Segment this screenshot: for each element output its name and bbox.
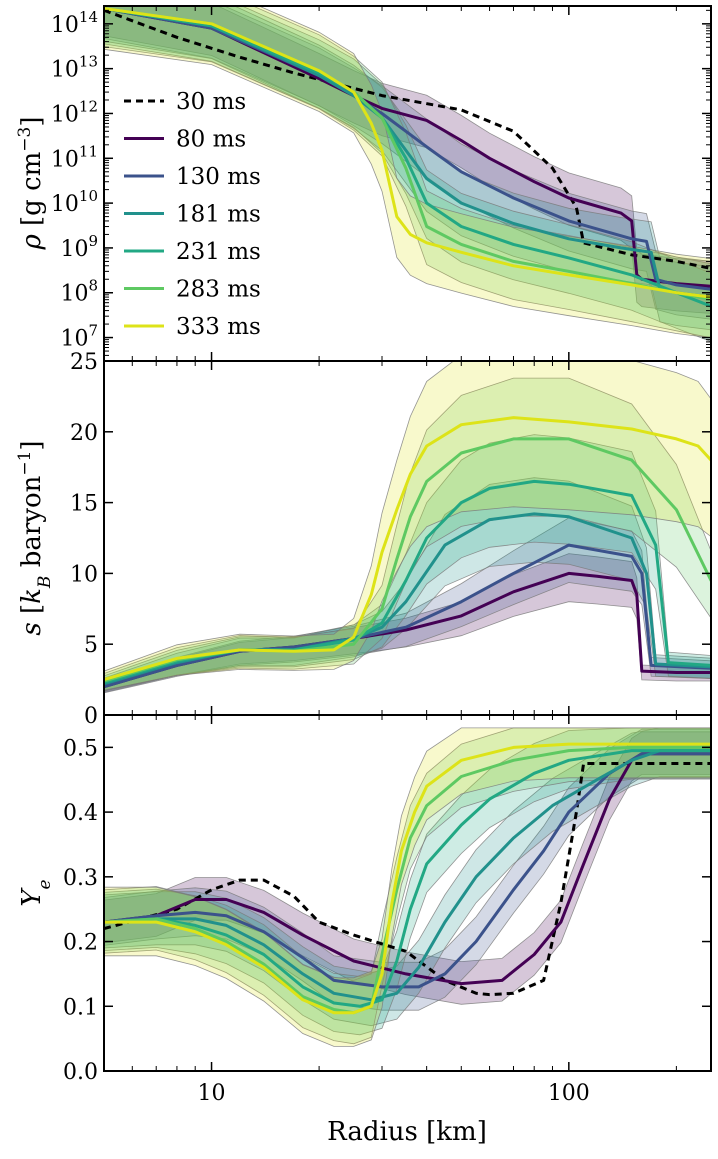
line-ye-333ms — [104, 742, 711, 1015]
legend-label-231ms: 231 ms — [176, 239, 261, 265]
line-ye-30ms — [104, 762, 711, 997]
x-tick-labels: 10 100 — [198, 1081, 590, 1106]
line-rho-333ms — [104, 7, 711, 299]
band-rho-130ms — [104, 6, 711, 320]
density-panel: 107 108 109 1010 1011 1012 1013 1014 ρ [g cm−3]… — [15, 5, 712, 362]
band-ye-333ms — [104, 727, 711, 1047]
band-ye-283ms — [104, 727, 711, 1045]
x-tick-label: 100 — [548, 1081, 590, 1106]
y-tick-label-ye: 0.4 — [63, 801, 98, 826]
line-s-333ms — [104, 416, 711, 682]
y-tick-label-ye: 0.2 — [63, 931, 98, 956]
x-tick-label: 10 — [198, 1081, 226, 1106]
line-rho-231ms — [104, 7, 711, 308]
line-rho-181ms — [104, 7, 711, 299]
band-s-80ms — [104, 553, 711, 693]
y-tick-label-s: 25 — [70, 350, 98, 375]
electron-fraction-series-lines — [104, 742, 711, 1015]
density-series-lines — [104, 7, 711, 308]
y-tick-label-s: 20 — [70, 421, 98, 446]
line-ye-231ms — [104, 749, 711, 1008]
electron-fraction-panel-frame — [103, 714, 712, 1072]
entropy-axis-label: s [kB baryon−1] — [15, 440, 55, 635]
line-ye-181ms — [104, 749, 711, 1002]
entropy-series-lines — [104, 416, 711, 689]
y-tick-label-rho: 1014 — [51, 8, 98, 38]
y-tick-label-rho: 1013 — [51, 53, 98, 83]
electron-fraction-axis-ticks: 0.0 0.1 0.2 0.3 0.4 0.5 — [63, 715, 711, 1085]
y-tick-label-ye: 0.3 — [63, 866, 98, 891]
legend-label-80ms: 80 ms — [176, 127, 246, 153]
legend-label-283ms: 283 ms — [176, 277, 261, 303]
y-tick-label-rho: 109 — [60, 232, 98, 262]
density-axis-label: ρ [g cm−3] — [15, 116, 47, 250]
legend-label-333ms: 333 ms — [176, 314, 261, 340]
entropy-axis-ticks: 0 5 10 15 20 25 — [70, 350, 711, 729]
y-tick-label-rho: 108 — [60, 277, 98, 307]
band-ye-80ms — [104, 731, 711, 1005]
y-tick-label-s: 10 — [70, 562, 98, 587]
x-axis-label: Radius [km] — [327, 1117, 487, 1147]
y-tick-label-s: 0 — [84, 704, 98, 729]
entropy-panel: 0 5 10 15 20 25 s [kB baryon−1] — [15, 350, 712, 729]
y-tick-label-ye: 0.0 — [63, 1060, 98, 1085]
band-s-181ms — [104, 477, 711, 692]
y-tick-label-ye: 0.5 — [63, 736, 98, 761]
y-tick-label-rho: 1011 — [51, 142, 98, 172]
y-tick-label-s: 5 — [84, 633, 98, 658]
y-tick-label-ye: 0.1 — [63, 995, 98, 1020]
line-rho-30ms — [104, 8, 711, 270]
y-tick-label-s: 15 — [70, 492, 98, 517]
electron-fraction-panel: 0.0 0.1 0.2 0.3 0.4 0.5 Ye — [17, 714, 712, 1085]
legend-label-130ms: 130 ms — [176, 164, 261, 190]
electron-fraction-axis-label: Ye — [17, 879, 55, 906]
band-s-283ms — [104, 377, 711, 691]
y-tick-label-rho: 1010 — [51, 187, 98, 217]
line-ye-283ms — [104, 745, 711, 1015]
y-tick-label-rho: 107 — [60, 322, 98, 352]
legend-label-181ms: 181 ms — [176, 202, 261, 228]
legend: 30 ms 80 ms 130 ms 181 ms 231 ms 283 ms 333 ms — [124, 89, 261, 340]
legend-label-30ms: 30 ms — [176, 89, 246, 115]
y-tick-label-rho: 1012 — [51, 97, 98, 127]
